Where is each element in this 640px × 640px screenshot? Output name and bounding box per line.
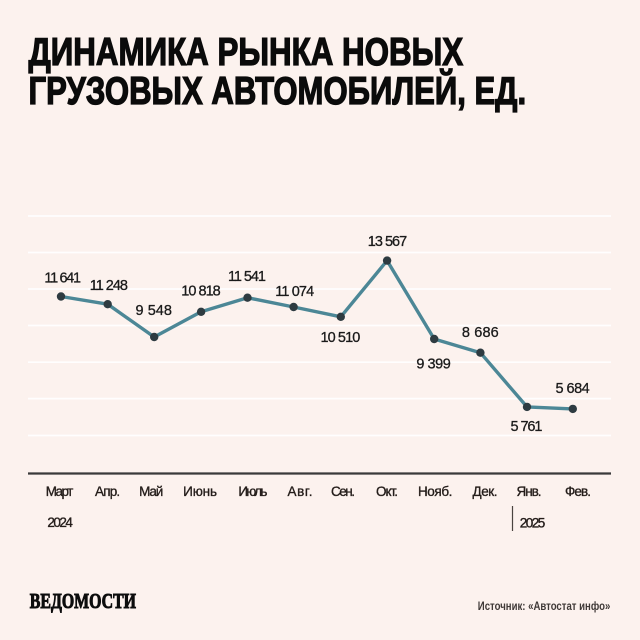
svg-text:Июнь: Июнь — [183, 484, 217, 499]
svg-text:9 548: 9 548 — [136, 303, 173, 319]
svg-text:2024: 2024 — [47, 515, 73, 530]
svg-text:11 541: 11 541 — [228, 269, 266, 285]
svg-text:5 684: 5 684 — [555, 381, 589, 397]
svg-text:9 399: 9 399 — [416, 357, 451, 373]
svg-text:Нояб.: Нояб. — [418, 484, 453, 499]
svg-text:11 248: 11 248 — [90, 278, 128, 294]
svg-text:Май: Май — [139, 484, 163, 499]
svg-text:Янв.: Янв. — [517, 484, 542, 499]
svg-text:Сен.: Сен. — [331, 484, 355, 499]
svg-text:5 761: 5 761 — [511, 419, 543, 435]
svg-text:8 686: 8 686 — [462, 325, 499, 341]
svg-text:10 510: 10 510 — [321, 330, 361, 346]
svg-text:Авг.: Авг. — [288, 484, 313, 499]
svg-text:Апр.: Апр. — [95, 484, 120, 499]
svg-text:ДИНАМИКА РЫНКА НОВЫХ: ДИНАМИКА РЫНКА НОВЫХ — [29, 31, 464, 74]
svg-text:2025: 2025 — [520, 516, 546, 531]
svg-text:Окт.: Окт. — [376, 484, 398, 499]
svg-text:ГРУЗОВЫХ АВТОМОБИЛЕЙ, ЕД.: ГРУЗОВЫХ АВТОМОБИЛЕЙ, ЕД. — [29, 68, 527, 113]
svg-text:ВЕДОМОСТИ: ВЕДОМОСТИ — [30, 589, 136, 613]
svg-text:Дек.: Дек. — [473, 484, 498, 499]
svg-text:Март: Март — [46, 484, 74, 499]
svg-text:13 567: 13 567 — [368, 234, 407, 250]
svg-text:11 641: 11 641 — [44, 270, 81, 286]
svg-text:Июль: Июль — [238, 484, 267, 499]
svg-text:11 074: 11 074 — [275, 284, 314, 300]
svg-text:Фев.: Фев. — [565, 484, 591, 499]
svg-text:10 818: 10 818 — [181, 284, 221, 300]
svg-text:Источник: «Автостат инфо»: Источник: «Автостат инфо» — [478, 601, 611, 613]
